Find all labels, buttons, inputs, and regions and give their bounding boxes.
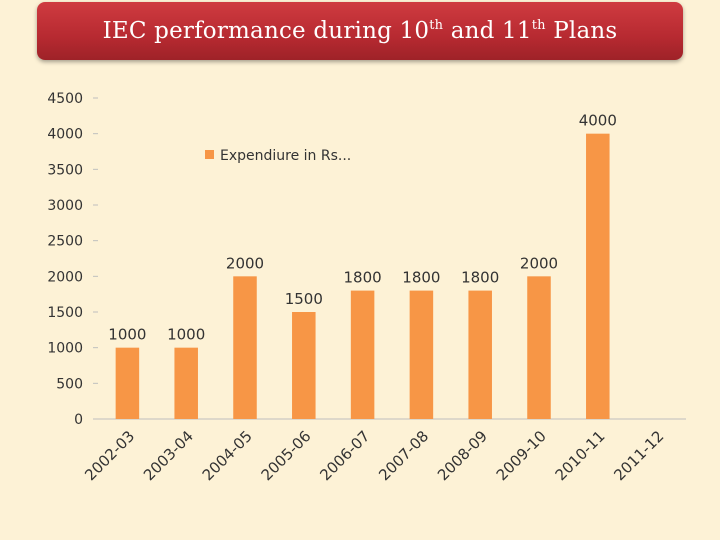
data-label: 1500 <box>285 290 323 308</box>
bar <box>115 347 140 419</box>
title-part-3: Plans <box>545 18 618 44</box>
x-tick-label: 2005-06 <box>258 427 315 484</box>
x-tick-label: 2003-04 <box>140 427 197 484</box>
data-label: 1000 <box>108 326 146 344</box>
data-label: 2000 <box>520 254 558 272</box>
data-label: 2000 <box>226 254 264 272</box>
x-tick-label: 2011-12 <box>610 427 667 484</box>
x-tick-label: 2002-03 <box>81 427 138 484</box>
data-label: 1800 <box>344 269 382 287</box>
y-tick-label: 4000 <box>47 127 83 143</box>
x-tick-label: 2007-08 <box>375 427 432 484</box>
y-tick-label: 1000 <box>47 341 83 357</box>
title-banner: IEC performance during 10th and 11th Pla… <box>37 2 683 60</box>
bar <box>350 290 375 419</box>
data-label: 1000 <box>167 326 205 344</box>
y-tick-label: 2500 <box>47 234 83 250</box>
data-label: 1800 <box>461 269 499 287</box>
y-tick-label: 500 <box>56 376 83 392</box>
x-tick-label: 2009-10 <box>493 427 550 484</box>
y-tick-label: 1500 <box>47 305 83 321</box>
title-part-1: IEC performance during 10 <box>102 18 430 44</box>
data-label: 1800 <box>402 269 440 287</box>
y-tick-label: 2000 <box>47 269 83 285</box>
bar <box>409 290 434 419</box>
bar <box>586 133 610 419</box>
data-label: 4000 <box>579 112 617 130</box>
legend-label: Expendiure in Rs... <box>220 148 351 164</box>
x-tick-label: 2008-09 <box>434 427 491 484</box>
bar <box>292 312 316 419</box>
y-tick-label: 4500 <box>47 91 83 107</box>
x-tick-label: 2006-07 <box>316 427 373 484</box>
bar <box>174 347 198 419</box>
title-sup-2: th <box>531 18 546 33</box>
legend-swatch <box>205 150 214 159</box>
y-tick-label: 0 <box>74 412 83 428</box>
bar <box>233 276 257 419</box>
title-part-2: and 11 <box>443 18 532 44</box>
chart-title: IEC performance during 10th and 11th Pla… <box>103 18 618 44</box>
y-tick-label: 3000 <box>47 198 83 214</box>
x-tick-label: 2010-11 <box>552 427 609 484</box>
title-sup-1: th <box>429 18 444 33</box>
bar <box>468 290 492 419</box>
y-tick-label: 3500 <box>47 162 83 178</box>
x-tick-label: 2004-05 <box>199 427 256 484</box>
bar <box>527 276 551 419</box>
